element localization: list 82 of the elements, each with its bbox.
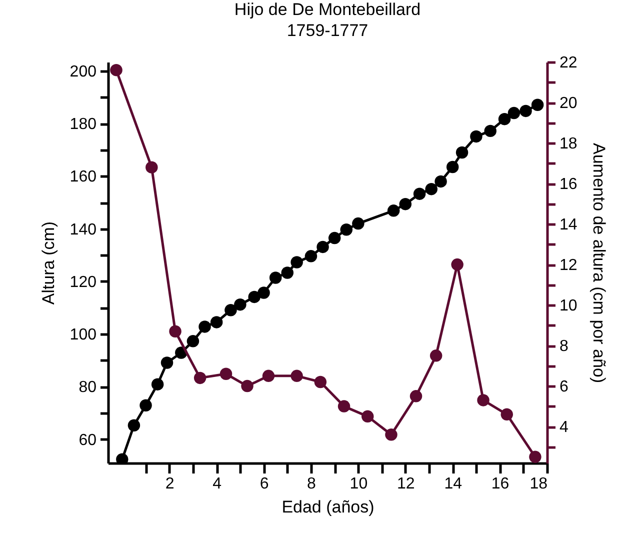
y-tick-label: 140 — [70, 221, 97, 238]
y2-tick-label: 12 — [560, 257, 578, 274]
point — [340, 224, 353, 236]
y-tick-label: 160 — [70, 168, 97, 186]
y-tick-label: 100 — [70, 326, 97, 344]
point — [387, 204, 400, 217]
point — [434, 175, 447, 188]
point — [146, 161, 158, 174]
point — [241, 380, 254, 392]
point — [258, 286, 270, 299]
y2-tick-label: 22 — [560, 54, 578, 72]
point — [520, 104, 532, 118]
point — [248, 290, 260, 304]
chart-subtitle: 1759-1777 — [286, 21, 368, 40]
y2-tick-label: 20 — [560, 95, 578, 112]
point — [410, 390, 422, 402]
point — [210, 316, 223, 328]
point — [224, 304, 237, 316]
y2-tick-label: 10 — [560, 298, 578, 315]
y-axis-title: Altura (cm) — [38, 221, 58, 305]
y2-tick-label: 8 — [560, 338, 568, 356]
point — [151, 378, 164, 390]
y-tick-label: 80 — [78, 379, 97, 396]
point — [281, 266, 294, 279]
point — [413, 188, 426, 200]
point — [160, 356, 174, 369]
point — [269, 272, 282, 284]
y-tick-label: 180 — [70, 116, 97, 134]
x-tick-label: 18 — [530, 476, 548, 492]
y2-axis-title: Aumento de altura (cm por año) — [589, 142, 608, 384]
point — [220, 368, 232, 380]
point — [328, 232, 341, 244]
point — [531, 98, 544, 111]
x-tick-label: 6 — [260, 476, 269, 492]
y-tick-label: 200 — [70, 63, 97, 80]
y2-tick-label: 18 — [560, 136, 578, 153]
point — [198, 320, 211, 333]
point — [186, 335, 200, 348]
x-tick-label: 2 — [165, 476, 174, 492]
point — [194, 372, 206, 384]
x-tick-label: 8 — [307, 476, 316, 492]
y2-tick-label: 4 — [560, 419, 568, 436]
x-tick-label: 12 — [396, 476, 415, 492]
point — [529, 450, 542, 463]
point — [316, 240, 329, 254]
point — [110, 64, 122, 76]
chart-title: Hijo de De Montebeillard — [234, 0, 421, 19]
point — [338, 400, 350, 412]
point — [140, 399, 152, 412]
point — [451, 258, 464, 271]
x-axis-title: Edad (años) — [282, 498, 374, 516]
point — [362, 410, 374, 423]
point — [484, 124, 496, 138]
point — [399, 198, 412, 210]
point — [425, 182, 438, 196]
point — [290, 370, 303, 382]
point — [508, 106, 520, 120]
x-tick-label: 16 — [491, 476, 510, 492]
point — [234, 298, 246, 311]
point — [470, 130, 482, 143]
y2-tick-label: 16 — [560, 176, 578, 194]
point — [304, 250, 318, 262]
x-tick-label: 4 — [212, 476, 222, 492]
point — [430, 350, 442, 362]
y2-tick-label: 6 — [560, 378, 568, 396]
point — [262, 370, 275, 382]
y-tick-label: 120 — [70, 274, 97, 291]
y2-tick-label: 14 — [560, 216, 578, 234]
point — [352, 217, 364, 230]
point — [498, 112, 511, 126]
point — [290, 256, 303, 268]
point — [314, 376, 327, 388]
point — [169, 325, 182, 338]
x-tick-label: 10 — [350, 476, 368, 492]
point — [477, 394, 490, 406]
point — [500, 408, 513, 421]
point — [446, 160, 459, 174]
y-tick-label: 60 — [78, 432, 97, 449]
point — [456, 146, 468, 159]
x-tick-label: 14 — [444, 476, 462, 492]
point — [385, 428, 398, 441]
point — [128, 419, 140, 432]
